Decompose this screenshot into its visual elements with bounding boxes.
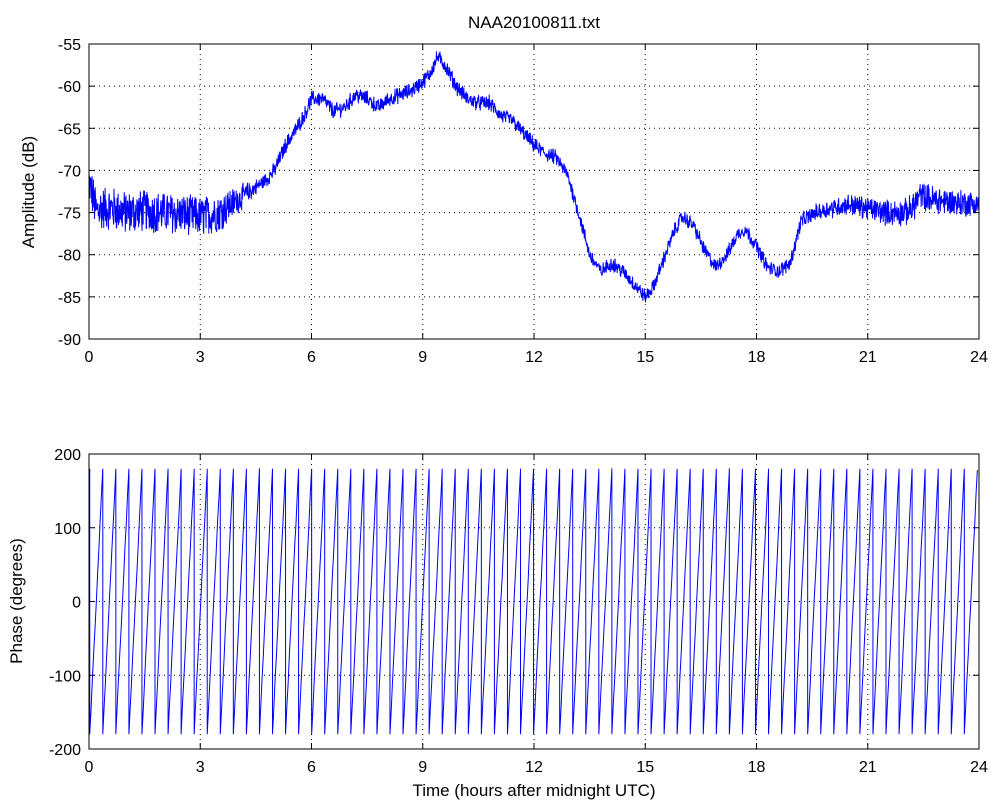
amp-y-tick-label: -60 <box>58 79 81 96</box>
amplitude-y-tick-labels: -90 -85 -80 -75 -70 -65 -60 -55 <box>58 37 81 349</box>
amp-x-tick-label: 18 <box>748 349 766 366</box>
phase-x-tick-label: 24 <box>970 759 988 776</box>
chart-title: NAA20100811.txt <box>468 13 600 32</box>
amp-y-tick-label: -70 <box>58 163 81 180</box>
phase-y-tick-label: -100 <box>49 668 81 685</box>
phase-x-tick-labels: 0 3 6 9 12 15 18 21 24 <box>85 759 988 776</box>
phase-plot: 0 3 6 9 12 15 18 21 24 -200 -100 0 100 200 Phase (de… <box>7 447 988 800</box>
phase-y-tick-labels: -200 -100 0 100 200 <box>49 447 81 759</box>
phase-y-tick-label: 200 <box>54 447 81 464</box>
amplitude-grid <box>89 44 979 339</box>
amp-x-tick-label: 12 <box>525 349 543 366</box>
phase-x-tick-label: 9 <box>418 759 427 776</box>
phase-y-tick-label: 100 <box>54 521 81 538</box>
amplitude-series <box>88 51 980 303</box>
phase-y-tick-label: -200 <box>49 742 81 759</box>
amplitude-x-tick-labels: 0 3 6 9 12 15 18 21 24 <box>85 349 988 366</box>
amp-x-tick-label: 21 <box>859 349 877 366</box>
phase-x-tick-label: 3 <box>196 759 205 776</box>
amplitude-ticks <box>88 43 980 340</box>
amp-y-tick-label: -80 <box>58 248 81 265</box>
amplitude-plot: 0 3 6 9 12 15 18 21 24 -90-85-80-75-70-65-60-55 … <box>19 37 988 366</box>
amplitude-line <box>88 51 980 303</box>
phase-y-axis-label: Phase (degrees) <box>7 538 26 664</box>
amp-y-tick-label: -75 <box>58 206 81 223</box>
amp-x-tick-label: 6 <box>307 349 316 366</box>
phase-x-tick-label: 12 <box>525 759 543 776</box>
amplitude-y-axis-label: Amplitude (dB) <box>19 136 38 248</box>
phase-line <box>88 468 978 735</box>
amp-x-tick-label: 9 <box>418 349 427 366</box>
amp-y-tick-label: -55 <box>58 37 81 54</box>
phase-x-tick-label: 6 <box>307 759 316 776</box>
phase-x-axis-label: Time (hours after midnight UTC) <box>412 781 655 800</box>
phase-x-tick-label: 0 <box>85 759 94 776</box>
amp-x-tick-label: 24 <box>970 349 988 366</box>
amp-x-tick-label: 15 <box>636 349 654 366</box>
phase-x-tick-label: 21 <box>859 759 877 776</box>
amp-x-tick-label: 3 <box>196 349 205 366</box>
amp-x-tick-label: 0 <box>85 349 94 366</box>
phase-x-tick-label: 18 <box>748 759 766 776</box>
phase-ticks <box>88 453 980 750</box>
phase-y-tick-label: 0 <box>72 595 81 612</box>
amp-y-tick-label: -90 <box>58 332 81 349</box>
phase-x-tick-label: 15 <box>636 759 654 776</box>
phase-series <box>88 468 978 735</box>
amp-y-tick-label: -85 <box>58 290 81 307</box>
amp-y-tick-label: -65 <box>58 121 81 138</box>
